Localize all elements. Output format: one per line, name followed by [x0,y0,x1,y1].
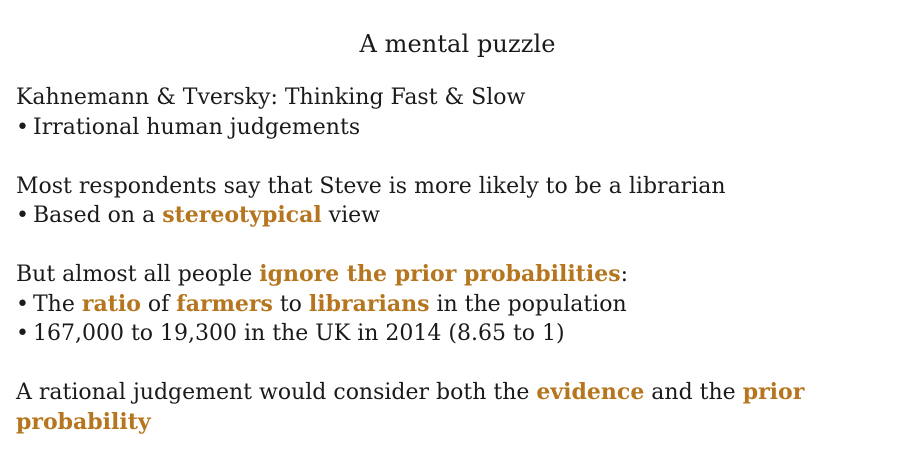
slide-body: Kahnemann & Tversky: Thinking Fast & Slo… [16,83,896,437]
highlight-evidence: evidence [536,379,645,405]
block3-heading-pre: But almost all people [16,262,260,287]
block2-heading: Most respondents say that Steve is more … [16,173,726,199]
block4-paragraph: A rational judgement would consider both… [16,378,896,437]
slide-title: A mental puzzle [359,30,556,58]
bullet-marker: • [16,291,29,317]
block1-bullet: • Irrational human judgements [16,113,896,143]
bullet-marker: • [16,114,29,140]
bullet-marker: • [16,203,29,228]
highlight-librarians: librarians [308,290,430,317]
block1-heading: Kahnemann & Tversky: Thinking Fast & Slo… [16,85,526,110]
bullet-marker: • [16,321,29,346]
block3-b1-a: The [33,291,82,317]
block2-bullet-post: view [321,203,380,228]
spacer [16,349,896,379]
block4-text-a: A rational judgement would consider both… [16,380,537,405]
block3-bullet1: • The ratio of farmers to librarians in t… [16,290,896,320]
block4-text-b: and the [644,380,743,405]
block2-bullet: • Based on a stereotypical view [16,201,896,231]
block3-heading-post: : [620,262,629,287]
block3-heading: But almost all people ignore the prior p… [16,260,896,290]
block2-bullet-pre: Based on a [33,203,163,228]
highlight-ratio: ratio [81,290,141,317]
block3-bullet2-text: 167,000 to 19,300 in the UK in 2014 (8.6… [33,321,565,346]
spacer [16,142,896,172]
block3-b1-b: of [140,291,177,317]
block3-b1-d: in the population [429,291,627,317]
highlight-ignore-prior: ignore the prior probabilities [259,261,621,287]
highlight-farmers: farmers [176,290,273,317]
highlight-stereotypical: stereotypical [162,202,322,228]
block3-b1-c: to [272,291,309,317]
spacer [16,231,896,261]
block1-bullet-text: Irrational human judgements [33,114,361,140]
block3-bullet2: • 167,000 to 19,300 in the UK in 2014 (8.… [16,319,896,349]
highlight-prior-probability: prior probability [16,379,805,435]
